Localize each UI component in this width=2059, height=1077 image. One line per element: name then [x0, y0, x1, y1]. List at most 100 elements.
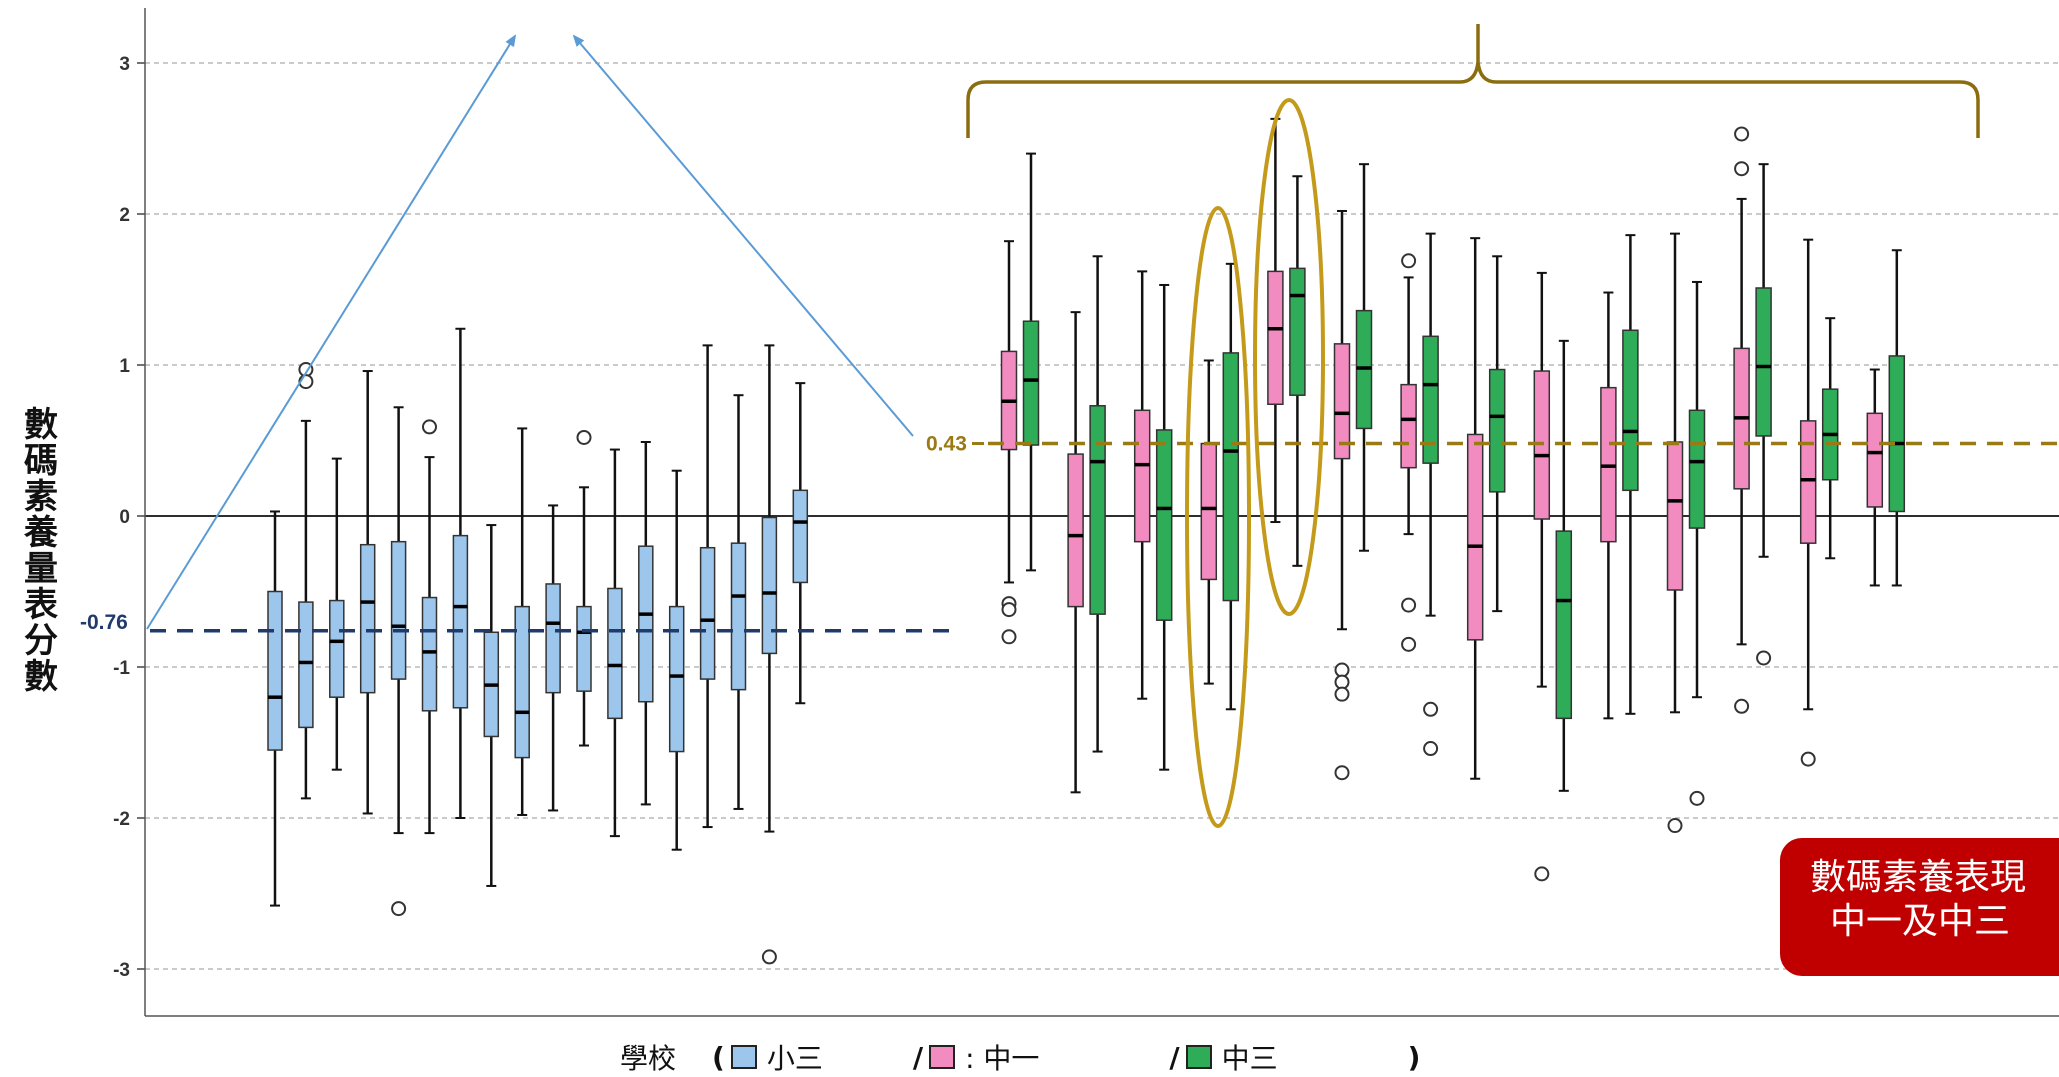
outlier-point — [1334, 765, 1350, 781]
box-body — [1333, 343, 1351, 460]
outlier-point — [1001, 602, 1017, 618]
box-p3 — [267, 510, 283, 907]
axes: 3 2 1 0 -1 -2 -3 — [113, 8, 2059, 1017]
outlier-point — [1800, 751, 1816, 767]
box-s1 — [1866, 368, 1884, 587]
arrow-left — [146, 34, 517, 630]
legend-label-p3: 小三 — [766, 1042, 823, 1075]
y-tick-label: -1 — [113, 658, 130, 679]
box-body — [607, 587, 623, 720]
box-p3 — [668, 469, 685, 851]
box-s3 — [1755, 163, 1772, 666]
legend: 學校 ( 小三 / : 中一 / 中三 ) — [620, 1040, 1421, 1076]
y-tick-label: 3 — [119, 54, 130, 75]
legend-open-paren: ( — [712, 1040, 725, 1074]
box-p3 — [390, 406, 407, 917]
box-body — [792, 489, 809, 584]
box-body — [1755, 287, 1772, 437]
box-p3 — [638, 441, 654, 806]
box-s1 — [1733, 126, 1750, 714]
box-p3 — [576, 429, 592, 747]
box-s1 — [1200, 359, 1218, 685]
box-body — [1888, 355, 1906, 513]
box-s3 — [1089, 255, 1106, 753]
box-body — [1799, 420, 1817, 544]
box-s3 — [1022, 152, 1040, 572]
box-p3 — [483, 524, 500, 887]
callout-box: 數碼素養表現 中一及中三 — [1780, 838, 2059, 976]
box-p3 — [792, 382, 809, 705]
box-s1 — [1333, 209, 1351, 781]
box-body — [1866, 412, 1884, 508]
legend-close-paren: ) — [1407, 1040, 1421, 1074]
legend-swatch-p3 — [730, 1045, 757, 1069]
outlier-point — [1534, 866, 1550, 882]
box-p3 — [298, 362, 314, 800]
legend-swatch-s1 — [929, 1045, 956, 1069]
callout-line-1: 數碼素養表現 — [1810, 857, 2027, 898]
box-body — [514, 605, 530, 759]
box-body — [576, 605, 592, 692]
box-p3 — [545, 504, 561, 812]
box-body — [359, 543, 376, 694]
y-tick-label: -2 — [113, 809, 130, 830]
box-p3 — [329, 457, 345, 771]
legend-sep-1: / — [912, 1040, 924, 1074]
y-axis-label: 數碼素養量表分數 — [17, 406, 58, 694]
box-body — [730, 542, 747, 691]
outlier-point — [1001, 629, 1017, 645]
box-s1 — [1666, 232, 1684, 834]
box-body — [1422, 335, 1439, 464]
box-body — [1488, 368, 1506, 493]
box-body — [761, 516, 778, 655]
y-tick-label: 0 — [119, 507, 130, 528]
box-body — [329, 599, 345, 698]
box-s1 — [1133, 270, 1151, 700]
box-body — [699, 546, 716, 680]
box-s1 — [1600, 291, 1617, 720]
reference-lines: -0.76 0.43 — [80, 433, 2059, 634]
box-body — [1067, 453, 1084, 608]
box-p3 — [421, 419, 438, 835]
highlight-ellipse-1 — [1185, 206, 1251, 828]
box-body — [1133, 409, 1151, 543]
outlier-point — [1423, 701, 1439, 717]
x-axis-label: 學校 — [620, 1042, 677, 1075]
box-s1 — [1400, 253, 1417, 652]
box-s3 — [1888, 249, 1906, 587]
outlier-point — [1401, 636, 1417, 652]
legend-label-s3: 中三 — [1221, 1042, 1278, 1075]
box-s3 — [1355, 163, 1373, 552]
outlier-point — [1689, 790, 1705, 806]
outlier-point — [1756, 650, 1772, 666]
outlier-point — [1667, 818, 1683, 834]
ref-label-secondary-mean: 0.43 — [926, 433, 967, 456]
box-p3 — [730, 394, 747, 810]
box-body — [1688, 409, 1706, 529]
y-axis-label-wrap: 數碼素養量表分數 — [8, 360, 68, 740]
group-bracket — [966, 24, 1980, 138]
box-body — [1155, 429, 1173, 621]
box-body — [1200, 442, 1218, 581]
box-p3 — [514, 427, 530, 816]
box-body — [1466, 433, 1484, 641]
outlier-point — [1734, 126, 1750, 142]
box-s1 — [1000, 240, 1018, 645]
outlier-point — [1734, 161, 1750, 177]
box-s3 — [1622, 234, 1639, 715]
box-body — [668, 605, 685, 753]
box-body — [1222, 352, 1240, 602]
outlier-point — [1734, 698, 1750, 714]
outlier-point — [1423, 741, 1439, 757]
box-body — [390, 540, 407, 680]
box-s1 — [1466, 237, 1484, 780]
box-s3 — [1222, 262, 1240, 711]
legend-sep-2: / — [1169, 1040, 1180, 1074]
box-s1 — [1533, 271, 1551, 882]
box-p3 — [359, 370, 376, 815]
box-body — [267, 590, 283, 751]
y-tick-label: 2 — [119, 205, 130, 226]
box-p3 — [761, 344, 778, 965]
box-s3 — [1488, 255, 1506, 613]
